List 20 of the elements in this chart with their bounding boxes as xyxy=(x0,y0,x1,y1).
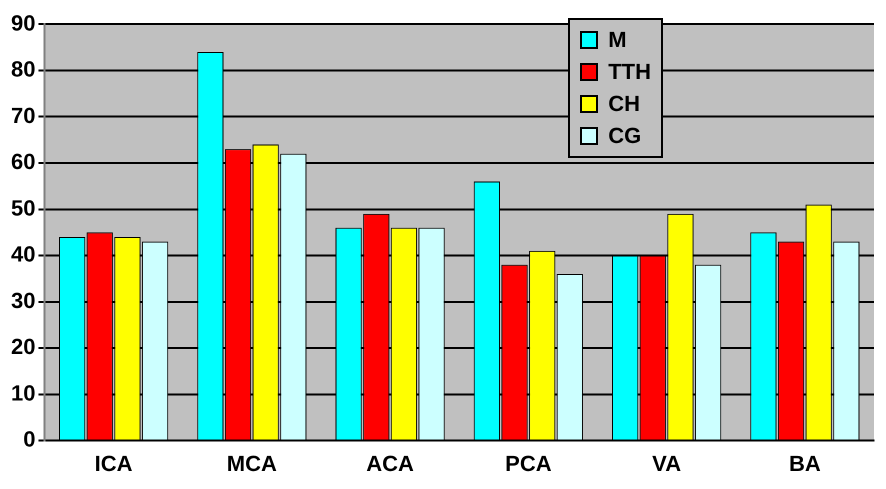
x-tick-label: ACA xyxy=(366,450,414,476)
y-tick-label: 90 xyxy=(10,10,36,36)
y-tick-label: 70 xyxy=(10,102,36,128)
y-tick-label: 20 xyxy=(10,334,36,360)
y-tick-label: 10 xyxy=(10,380,36,406)
x-tick-label: VA xyxy=(652,450,682,476)
y-tick-label: 60 xyxy=(10,149,36,174)
x-tick-label: PCA xyxy=(505,450,552,476)
y-tick-label: 80 xyxy=(10,56,36,82)
y-tick-label: 50 xyxy=(10,195,36,220)
legend-label: TTH xyxy=(608,59,651,85)
legend-label: M xyxy=(608,27,627,53)
legend-label: CG xyxy=(608,123,642,149)
x-tick-label: MCA xyxy=(226,450,278,476)
y-tick-label: 30 xyxy=(10,288,36,313)
x-tick-label: ICA xyxy=(94,450,133,476)
x-tick-label: BA xyxy=(788,450,821,476)
y-tick-label: 0 xyxy=(23,426,36,452)
y-tick-label: 40 xyxy=(10,242,36,267)
legend-label: CH xyxy=(608,91,640,117)
